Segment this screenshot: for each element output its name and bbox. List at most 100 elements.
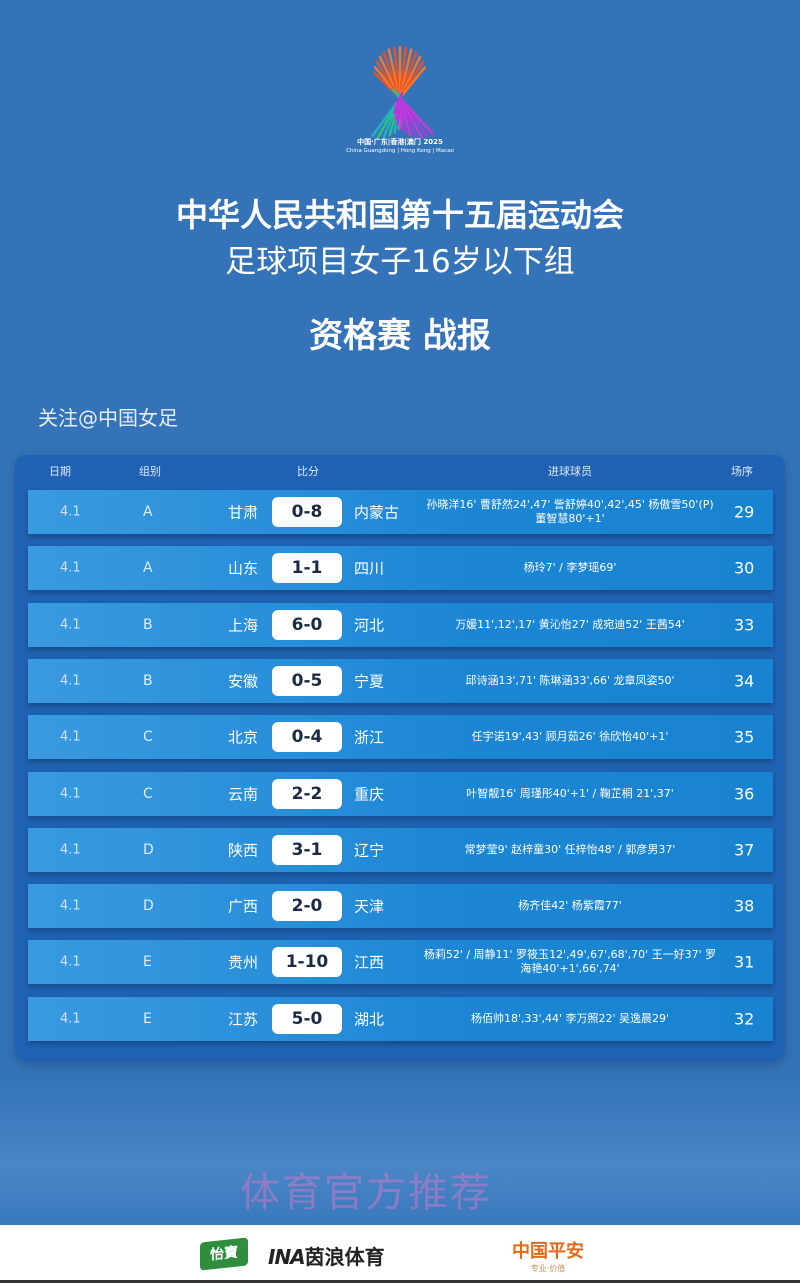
match-number: 38 <box>734 896 755 916</box>
away-team: 四川 <box>354 559 385 578</box>
group: E <box>143 1010 152 1027</box>
watermark: 体育官方推荐 <box>240 1170 492 1216</box>
match-number: 33 <box>734 615 755 635</box>
report-title: 资格赛 战报 <box>309 316 491 356</box>
header-group: 组别 <box>139 465 161 478</box>
home-team: 云南 <box>227 785 258 803</box>
header-match-no: 场序 <box>731 465 753 478</box>
match-number: 29 <box>734 502 755 522</box>
home-team: 广西 <box>227 897 258 916</box>
sponsor-logo-pingan: 中国平安专业·价值 <box>512 1237 584 1274</box>
table-row: 4.1 A 甘肃 0-8 内蒙古 孙晓洋16' 曹舒然24',47' 訾舒婷40',42'… <box>28 490 773 534</box>
match-date: 4.1 <box>60 560 81 576</box>
scorers: 杨玲7' / 李梦瑶69' <box>523 561 617 575</box>
score-badge: 0-5 <box>272 665 342 696</box>
table-row: 4.1 D 陕西 3-1 辽宁 常梦莹9' 赵梓童30' 任梓怡48' / 郭彦男37' 3… <box>28 827 773 872</box>
match-date: 4.1 <box>60 898 81 914</box>
scorers: 任宇诺19',43' 顾月茹26' 徐欣怡40'+1' <box>471 730 669 744</box>
table-row: 4.1 B 安徽 0-5 宁夏 邱诗涵13',71' 陈琳涵33',66' 龙章凤姿50'… <box>28 658 773 703</box>
logo-petal <box>398 92 404 99</box>
score-badge: 0-4 <box>272 722 342 753</box>
match-number: 35 <box>734 727 755 747</box>
match-date: 4.1 <box>60 673 81 689</box>
table-row: 4.1 E 贵州 1-10 江西 杨莉52' / 周静11' 罗筱玉12',49',67'… <box>28 940 773 985</box>
scorers: 邱诗涵13',71' 陈琳涵33',66' 龙章凤姿50' <box>465 673 675 687</box>
skyline-decoration <box>0 1080 800 1225</box>
group: C <box>143 729 153 746</box>
away-team: 重庆 <box>354 785 385 803</box>
score-badge: 0-8 <box>272 497 342 527</box>
logo-petal <box>399 65 427 99</box>
away-team: 辽宁 <box>354 841 385 860</box>
scorers: 万媛11',12',17' 黄沁怡27' 成宛迪52' 王茜54' <box>455 617 685 631</box>
group: B <box>143 616 153 633</box>
match-date: 4.1 <box>60 954 81 970</box>
scorers: 常梦莹9' 赵梓童30' 任梓怡48' / 郭彦男37' <box>464 842 676 856</box>
away-team: 宁夏 <box>354 672 385 691</box>
match-number: 32 <box>734 1009 755 1029</box>
group: C <box>143 785 153 802</box>
away-team: 天津 <box>354 897 385 916</box>
match-date: 4.1 <box>60 617 81 633</box>
match-date: 4.1 <box>60 786 81 801</box>
home-team: 山东 <box>227 559 258 578</box>
score-badge: 2-0 <box>272 891 342 922</box>
home-team: 安徽 <box>227 672 258 691</box>
score-badge: 3-1 <box>272 834 342 865</box>
home-team: 上海 <box>227 616 258 635</box>
away-team: 江西 <box>354 953 385 972</box>
group: D <box>143 898 154 915</box>
score-badge: 6-0 <box>272 609 342 640</box>
page-title: 中华人民共和国第十五届运动会 <box>175 196 624 234</box>
home-team: 江苏 <box>227 1010 258 1029</box>
sponsor-footer <box>0 1225 800 1283</box>
home-team: 北京 <box>227 728 258 747</box>
table-row: 4.1 C 云南 2-2 重庆 叶智靓16' 周瑾彤40'+1' / 鞠芷桐 21',37… <box>28 771 773 816</box>
score-badge: 5-0 <box>272 1003 342 1034</box>
match-number: 31 <box>734 952 755 972</box>
score-badge: 1-10 <box>272 947 342 978</box>
match-date: 4.1 <box>60 1011 81 1027</box>
table-row: 4.1 C 北京 0-4 浙江 任宇诺19',43' 顾月茹26' 徐欣怡40'+1' 35 <box>28 715 773 760</box>
scorers: 孙晓洋16' 曹舒然24',47' 訾舒婷40',42',45' 杨傲雪50'(… <box>426 498 714 525</box>
score-badge: 1-1 <box>272 553 342 584</box>
match-date: 4.1 <box>60 504 81 520</box>
sponsor-logo-yibao: 怡寶 <box>200 1237 248 1271</box>
table-row: 4.1 E 江苏 5-0 湖北 杨佰帅18',33',44' 李万照22' 吴逸晨29' 3… <box>28 996 773 1041</box>
scorers: 杨齐佳42' 杨紫霞77' <box>518 899 622 913</box>
page-subtitle: 足球项目女子16岁以下组 <box>225 244 575 280</box>
logo-caption-cn: 中国·广东|香港|澳门 2025 <box>357 138 443 146</box>
sponsor-inna-mark: INA <box>268 1245 306 1269</box>
away-team: 河北 <box>354 616 385 635</box>
group: E <box>143 954 152 971</box>
header-date: 日期 <box>49 465 71 478</box>
away-team: 浙江 <box>354 728 385 747</box>
divider <box>0 1280 800 1283</box>
sponsor-pingan-tagline: 专业·价值 <box>530 1264 566 1273</box>
match-date: 4.1 <box>60 729 81 745</box>
group: A <box>143 560 153 577</box>
header-score: 比分 <box>297 465 319 478</box>
follow-text: 关注@中国女足 <box>38 406 178 430</box>
group: B <box>143 672 153 689</box>
home-team: 贵州 <box>227 953 258 972</box>
header-scorers: 进球球员 <box>548 465 592 478</box>
match-date: 4.1 <box>60 842 81 858</box>
score-badge: 2-2 <box>272 778 342 809</box>
sponsor-pingan-name: 中国平安 <box>512 1241 584 1262</box>
home-team: 甘肃 <box>227 503 258 522</box>
home-team: 陕西 <box>227 841 258 860</box>
away-team: 内蒙古 <box>354 503 400 522</box>
logo-caption: 中国·广东|香港|澳门 2025 China Guangdong | Hong … <box>300 138 500 156</box>
scorers: 杨莉52' / 周静11' 罗筱玉12',49',67',68',70' 王一好… <box>423 948 717 976</box>
sponsor-logo-inna: INA茵浪体育 <box>268 1241 385 1270</box>
match-number: 30 <box>734 558 755 578</box>
away-team: 湖北 <box>354 1010 385 1029</box>
scorers: 杨佰帅18',33',44' 李万照22' 吴逸晨29' <box>470 1011 670 1025</box>
scorers: 叶智靓16' 周瑾彤40'+1' / 鞠芷桐 21',37' <box>466 786 674 800</box>
group: D <box>143 841 154 858</box>
sponsor-inna-name: 茵浪体育 <box>304 1245 385 1269</box>
games-logo-icon <box>370 46 435 139</box>
match-number: 37 <box>734 840 755 860</box>
logo-caption-en: China Guangdong | Hong Kong | Macao <box>346 148 454 154</box>
